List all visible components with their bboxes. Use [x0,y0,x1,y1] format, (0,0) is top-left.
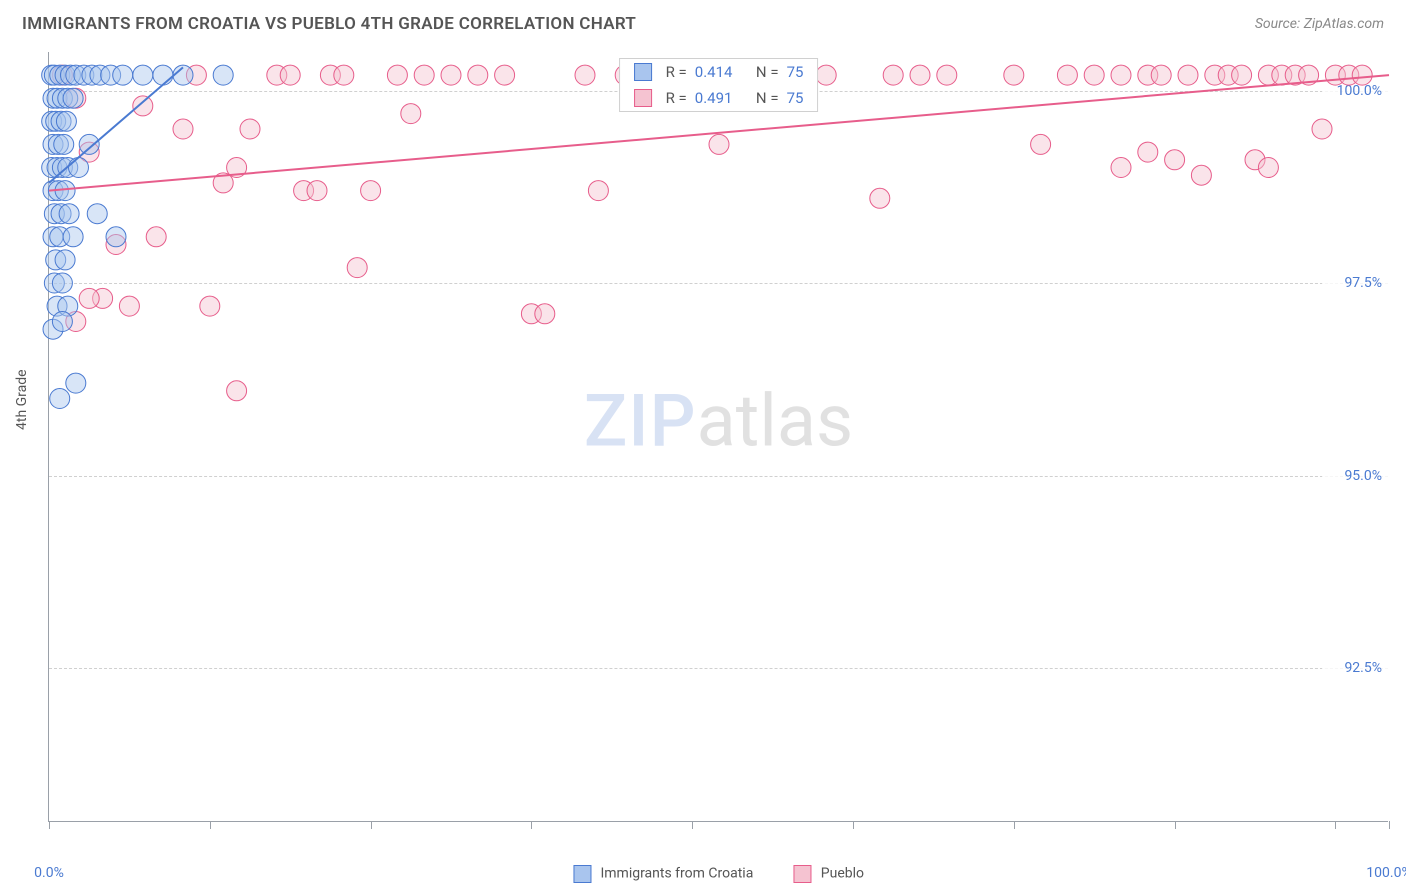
x-tick [371,821,372,829]
legend-series: Immigrants from Croatia Pueblo [573,865,864,883]
scatter-point [1138,142,1158,162]
scatter-point [68,158,88,178]
y-axis-label: 4th Grade [14,369,30,430]
scatter-point [334,65,354,85]
scatter-point [146,227,166,247]
scatter-point [1232,65,1252,85]
r-label: R = [666,89,687,107]
scatter-point [56,111,76,131]
scatter-point [1111,158,1131,178]
scatter-point [240,119,260,139]
n-label: N = [756,63,779,81]
scatter-point [200,296,220,316]
scatter-point [213,65,233,85]
n-label: N = [756,89,779,107]
legend-item: Pueblo [793,865,864,883]
scatter-point [441,65,461,85]
legend-swatch-icon [573,865,591,883]
scatter-point [1151,65,1171,85]
scatter-point [468,65,488,85]
scatter-point [59,204,79,224]
scatter-point [133,65,153,85]
scatter-point [816,65,836,85]
legend-stats: R = 0.414 N = 75 R = 0.491 N = 75 [619,58,819,112]
scatter-point [55,250,75,270]
scatter-point [52,273,72,293]
scatter-point [1111,65,1131,85]
x-tick [49,821,50,829]
scatter-svg [49,52,1388,821]
r-label: R = [666,63,687,81]
x-tick [853,821,854,829]
scatter-point [1178,65,1198,85]
source-label: Source: ZipAtlas.com [1255,16,1384,32]
scatter-point [106,227,126,247]
x-tick [1389,821,1390,829]
scatter-point [153,65,173,85]
scatter-point [54,134,74,154]
scatter-point [50,389,70,409]
scatter-point [280,65,300,85]
scatter-point [401,104,421,124]
scatter-point [173,119,193,139]
legend-swatch-icon [793,865,811,883]
scatter-point [361,181,381,201]
scatter-point [63,88,83,108]
legend-stats-row: R = 0.414 N = 75 [620,59,818,85]
scatter-point [1258,158,1278,178]
scatter-point [1352,65,1372,85]
scatter-point [133,96,153,116]
chart-title: IMMIGRANTS FROM CROATIA VS PUEBLO 4TH GR… [22,14,636,34]
scatter-point [79,134,99,154]
legend-series-label: Immigrants from Croatia [600,866,753,882]
scatter-point [387,65,407,85]
scatter-point [87,204,107,224]
x-tick [692,821,693,829]
scatter-point [883,65,903,85]
scatter-point [307,181,327,201]
r-value: 0.414 [695,63,733,81]
scatter-point [1004,65,1024,85]
n-value: 75 [787,63,804,81]
x-tick [1175,821,1176,829]
scatter-point [709,134,729,154]
legend-item: Immigrants from Croatia [573,865,753,883]
scatter-point [1312,119,1332,139]
scatter-point [79,288,99,308]
scatter-point [119,296,139,316]
scatter-point [1165,150,1185,170]
scatter-point [1031,134,1051,154]
scatter-point [910,65,930,85]
x-tick-label: 100.0% [1366,865,1406,881]
scatter-point [66,373,86,393]
legend-series-label: Pueblo [821,866,864,882]
scatter-point [414,65,434,85]
x-tick [1335,821,1336,829]
scatter-point [937,65,957,85]
scatter-point [1057,65,1077,85]
legend-swatch-icon [634,89,652,107]
scatter-point [347,258,367,278]
scatter-point [535,304,555,324]
scatter-point [1191,165,1211,185]
x-tick [531,821,532,829]
scatter-point [52,312,72,332]
legend-swatch-icon [634,63,652,81]
chart-plot-area: ZIPatlas R = 0.414 N = 75 R = 0.491 N = … [48,52,1388,822]
n-value: 75 [787,89,804,107]
legend-stats-row: R = 0.491 N = 75 [620,85,818,111]
scatter-point [63,227,83,247]
scatter-point [575,65,595,85]
scatter-point [588,181,608,201]
x-tick [1014,821,1015,829]
scatter-point [1084,65,1104,85]
scatter-point [870,188,890,208]
scatter-point [113,65,133,85]
scatter-point [495,65,515,85]
scatter-point [227,381,247,401]
x-tick [210,821,211,829]
r-value: 0.491 [695,89,733,107]
x-tick-label: 0.0% [34,865,64,881]
